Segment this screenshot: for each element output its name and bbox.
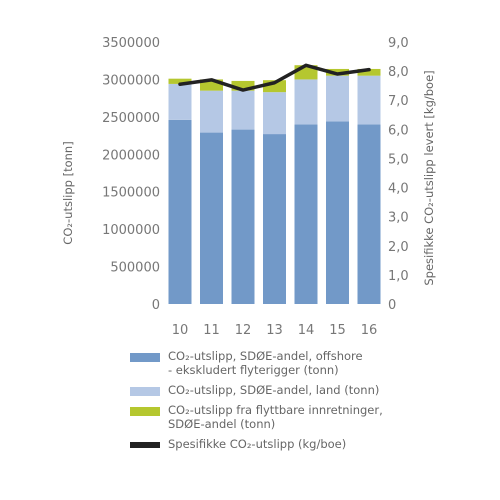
bar-segment-3-11 [200, 79, 223, 91]
left-tick-label: 1500000 [102, 186, 160, 201]
x-tick-label: 16 [361, 323, 378, 338]
legend-swatch-land [130, 387, 160, 396]
bar-group [168, 65, 381, 304]
legend-swatch-offshore [130, 353, 160, 362]
bar-segment-1-14 [294, 124, 318, 304]
bar-segment-2-16 [357, 75, 381, 125]
bar-segment-1-11 [200, 132, 223, 304]
left-tick-label: 2000000 [102, 148, 160, 163]
right-axis-ticks: 0 1,0 2,0 3,0 4,0 5,0 6,0 7,0 8,0 9,0 [388, 36, 409, 313]
left-tick-label: 3000000 [102, 73, 160, 88]
right-tick-label: 5,0 [388, 152, 409, 167]
left-tick-label: 0 [152, 298, 160, 313]
right-tick-label: 0 [388, 298, 396, 313]
bar-segment-1-15 [326, 121, 349, 304]
legend-item-offshore: CO₂-utslipp, SDØE-andel, offshore - eksk… [130, 349, 490, 377]
x-axis-ticks: 10 11 12 13 14 15 16 [172, 323, 378, 338]
x-tick-label: 11 [203, 323, 220, 338]
x-tick-label: 12 [235, 323, 252, 338]
left-axis-ticks: 0 500000 1000000 1500000 2000000 2500000 30000… [102, 36, 160, 313]
right-tick-label: 4,0 [388, 182, 409, 197]
specific-emissions-line [178, 63, 371, 92]
left-tick-label: 2500000 [102, 111, 160, 126]
bar-segment-1-13 [263, 134, 286, 304]
legend: CO₂-utslipp, SDØE-andel, offshore - eksk… [130, 349, 490, 457]
legend-swatch-specific-emissions [130, 442, 160, 448]
bar-segment-2-11 [200, 90, 223, 133]
left-tick-label: 1000000 [102, 223, 160, 238]
right-tick-label: 7,0 [388, 94, 409, 109]
left-tick-label: 3500000 [102, 36, 160, 51]
x-tick-label: 13 [266, 323, 283, 338]
right-tick-label: 6,0 [388, 123, 409, 138]
x-tick-label: 10 [172, 323, 189, 338]
bar-segment-2-13 [263, 92, 286, 135]
bar-segment-2-14 [294, 79, 318, 125]
right-tick-label: 3,0 [388, 211, 409, 226]
right-tick-label: 1,0 [388, 269, 409, 284]
legend-item-specific-emissions: Spesifikke CO₂-utslipp (kg/boe) [130, 437, 490, 451]
bar-segment-3-13 [263, 80, 286, 93]
legend-label-offshore: CO₂-utslipp, SDØE-andel, offshore - eksk… [168, 349, 363, 377]
bar-segment-2-12 [231, 90, 255, 130]
legend-swatch-mobile-units [130, 407, 160, 416]
x-tick-label: 14 [298, 323, 315, 338]
bar-segment-1-10 [168, 119, 192, 304]
bar-segment-1-16 [357, 124, 381, 304]
right-tick-label: 9,0 [388, 36, 409, 51]
legend-label-land: CO₂-utslipp, SDØE-andel, land (tonn) [168, 383, 380, 397]
legend-item-mobile-units: CO₂-utslipp fra flyttbare innretninger, … [130, 403, 490, 431]
bar-segment-3-16 [357, 68, 381, 76]
bar-segment-1-12 [231, 129, 255, 304]
right-tick-label: 8,0 [388, 65, 409, 80]
right-axis-title: Spesifikke CO₂-utslipp levert [kg/boe] [422, 70, 436, 285]
bar-segment-3-12 [231, 80, 255, 91]
line-layer [178, 63, 371, 92]
legend-label-specific-emissions: Spesifikke CO₂-utslipp (kg/boe) [168, 437, 347, 451]
chart-area: 0 500000 1000000 1500000 2000000 2500000 30000… [61, 36, 436, 338]
x-tick-label: 15 [329, 323, 346, 338]
right-tick-label: 2,0 [388, 240, 409, 255]
bar-segment-2-15 [326, 75, 349, 122]
legend-item-land: CO₂-utslipp, SDØE-andel, land (tonn) [130, 383, 490, 397]
bar-segment-2-10 [168, 83, 192, 120]
left-tick-label: 500000 [110, 261, 160, 276]
bar-segment-3-10 [168, 78, 192, 84]
legend-label-mobile-units: CO₂-utslipp fra flyttbare innretninger, … [168, 403, 383, 431]
left-axis-title: CO₂-utslipp [tonn] [61, 141, 75, 244]
